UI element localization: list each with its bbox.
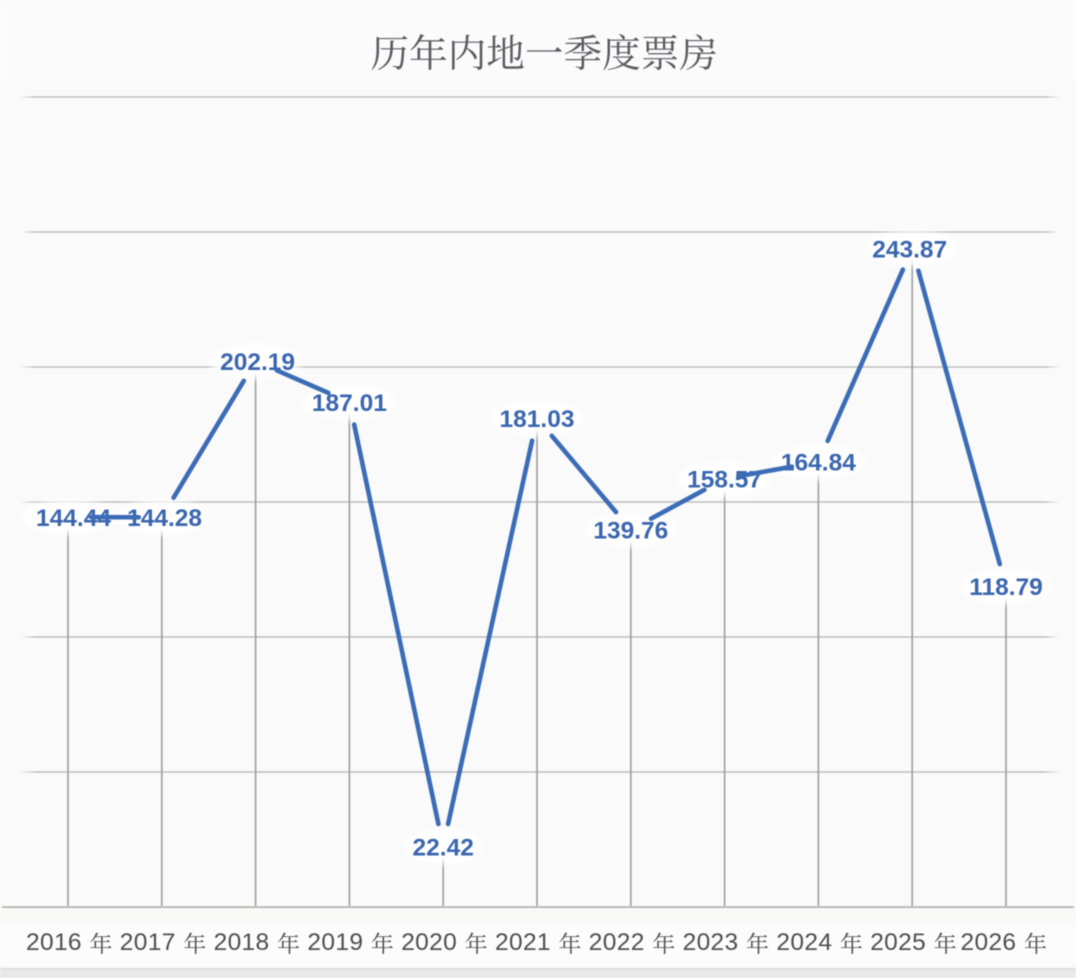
svg-text:2018: 2018 (214, 929, 270, 956)
svg-text:2019: 2019 (307, 929, 363, 956)
svg-text:22.42: 22.42 (413, 834, 474, 861)
svg-text:2022: 2022 (589, 929, 645, 956)
svg-text:2017: 2017 (120, 929, 176, 956)
svg-text:2021: 2021 (495, 929, 551, 956)
svg-text:139.76: 139.76 (593, 517, 668, 544)
svg-text:118.79: 118.79 (969, 574, 1043, 601)
svg-text:2020: 2020 (401, 929, 457, 956)
svg-text:187.01: 187.01 (312, 390, 387, 417)
svg-text:2023: 2023 (683, 929, 739, 956)
svg-text:2026: 2026 (961, 929, 1017, 956)
svg-text:158.57: 158.57 (687, 467, 762, 494)
svg-text:181.03: 181.03 (500, 406, 575, 433)
svg-text:2024: 2024 (776, 929, 832, 956)
svg-text:2016: 2016 (26, 929, 82, 956)
svg-text:164.84: 164.84 (781, 450, 856, 477)
svg-text:243.87: 243.87 (872, 236, 947, 263)
svg-text:2025: 2025 (870, 929, 926, 956)
